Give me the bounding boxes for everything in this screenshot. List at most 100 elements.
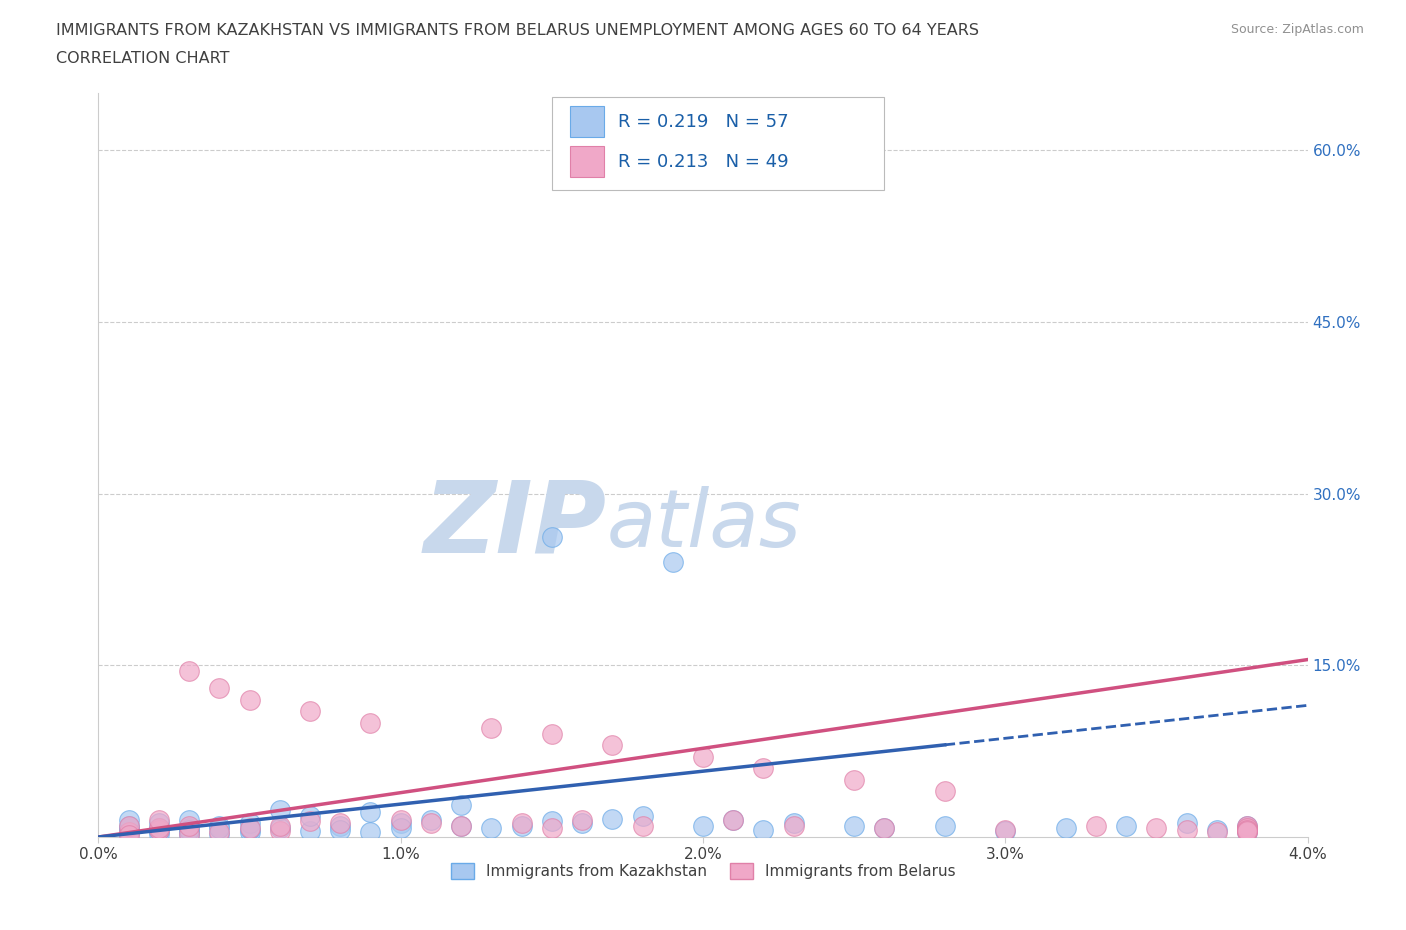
Text: ZIP: ZIP — [423, 476, 606, 573]
Point — [148, 813, 170, 828]
Point — [602, 738, 624, 753]
Point — [208, 825, 231, 840]
Point — [540, 726, 562, 741]
Point — [118, 820, 141, 835]
Point — [208, 826, 231, 841]
Point — [752, 761, 775, 776]
Point — [269, 818, 291, 833]
Point — [148, 820, 170, 835]
Point — [299, 809, 322, 824]
Point — [844, 818, 866, 833]
FancyBboxPatch shape — [551, 97, 884, 190]
Point — [540, 814, 562, 829]
Point — [360, 804, 382, 819]
Point — [179, 820, 201, 835]
Point — [148, 824, 170, 839]
Point — [783, 818, 806, 833]
Point — [1236, 823, 1258, 838]
Point — [450, 818, 472, 833]
Point — [1236, 820, 1258, 835]
Point — [481, 721, 503, 736]
Point — [269, 802, 291, 817]
Point — [118, 828, 141, 843]
Point — [179, 828, 201, 843]
Point — [1236, 820, 1258, 835]
Point — [602, 811, 624, 826]
Point — [148, 826, 170, 841]
Point — [661, 555, 683, 570]
Point — [873, 820, 896, 835]
Point — [299, 814, 322, 829]
Point — [269, 824, 291, 839]
Point — [844, 772, 866, 787]
Point — [420, 816, 443, 830]
Text: CORRELATION CHART: CORRELATION CHART — [56, 51, 229, 66]
Point — [540, 820, 562, 835]
Point — [1206, 823, 1229, 838]
Point — [1236, 820, 1258, 835]
Point — [631, 809, 654, 824]
Point — [1236, 825, 1258, 840]
Point — [571, 816, 593, 830]
Point — [329, 823, 352, 838]
Point — [540, 530, 562, 545]
Point — [481, 820, 503, 835]
Point — [631, 818, 654, 833]
Point — [179, 825, 201, 840]
Text: R = 0.213   N = 49: R = 0.213 N = 49 — [619, 153, 789, 171]
Point — [420, 813, 443, 828]
Point — [148, 816, 170, 830]
Point — [1236, 824, 1258, 839]
Point — [389, 820, 412, 835]
Point — [179, 818, 201, 833]
Point — [239, 825, 262, 840]
Point — [450, 798, 472, 813]
Point — [1236, 825, 1258, 840]
Point — [269, 820, 291, 835]
Point — [692, 750, 714, 764]
Point — [873, 820, 896, 835]
Point — [148, 823, 170, 838]
Point — [571, 813, 593, 828]
Point — [723, 813, 745, 828]
Point — [1236, 818, 1258, 833]
Point — [299, 704, 322, 719]
Point — [179, 823, 201, 838]
Point — [179, 826, 201, 841]
Point — [208, 681, 231, 696]
Point — [450, 818, 472, 833]
Point — [360, 715, 382, 730]
Point — [510, 816, 533, 830]
Point — [1115, 818, 1137, 833]
Point — [1175, 816, 1198, 830]
Point — [389, 816, 412, 830]
Point — [994, 823, 1017, 838]
Point — [1054, 820, 1077, 835]
Text: IMMIGRANTS FROM KAZAKHSTAN VS IMMIGRANTS FROM BELARUS UNEMPLOYMENT AMONG AGES 60: IMMIGRANTS FROM KAZAKHSTAN VS IMMIGRANTS… — [56, 23, 979, 38]
Point — [239, 820, 262, 835]
Text: atlas: atlas — [606, 485, 801, 564]
Point — [239, 692, 262, 707]
Point — [208, 818, 231, 833]
Point — [179, 813, 201, 828]
Point — [148, 820, 170, 835]
Point — [208, 820, 231, 835]
Point — [118, 813, 141, 828]
Point — [934, 784, 956, 799]
Point — [389, 813, 412, 828]
Point — [1236, 823, 1258, 838]
Point — [1236, 823, 1258, 838]
Point — [1146, 820, 1168, 835]
Point — [329, 818, 352, 833]
FancyBboxPatch shape — [569, 146, 603, 178]
Point — [1236, 818, 1258, 833]
Point — [299, 824, 322, 839]
Point — [118, 818, 141, 833]
Text: Source: ZipAtlas.com: Source: ZipAtlas.com — [1230, 23, 1364, 36]
Point — [239, 821, 262, 836]
Point — [692, 818, 714, 833]
Point — [360, 825, 382, 840]
Point — [118, 826, 141, 841]
FancyBboxPatch shape — [569, 106, 603, 138]
Point — [118, 818, 141, 833]
